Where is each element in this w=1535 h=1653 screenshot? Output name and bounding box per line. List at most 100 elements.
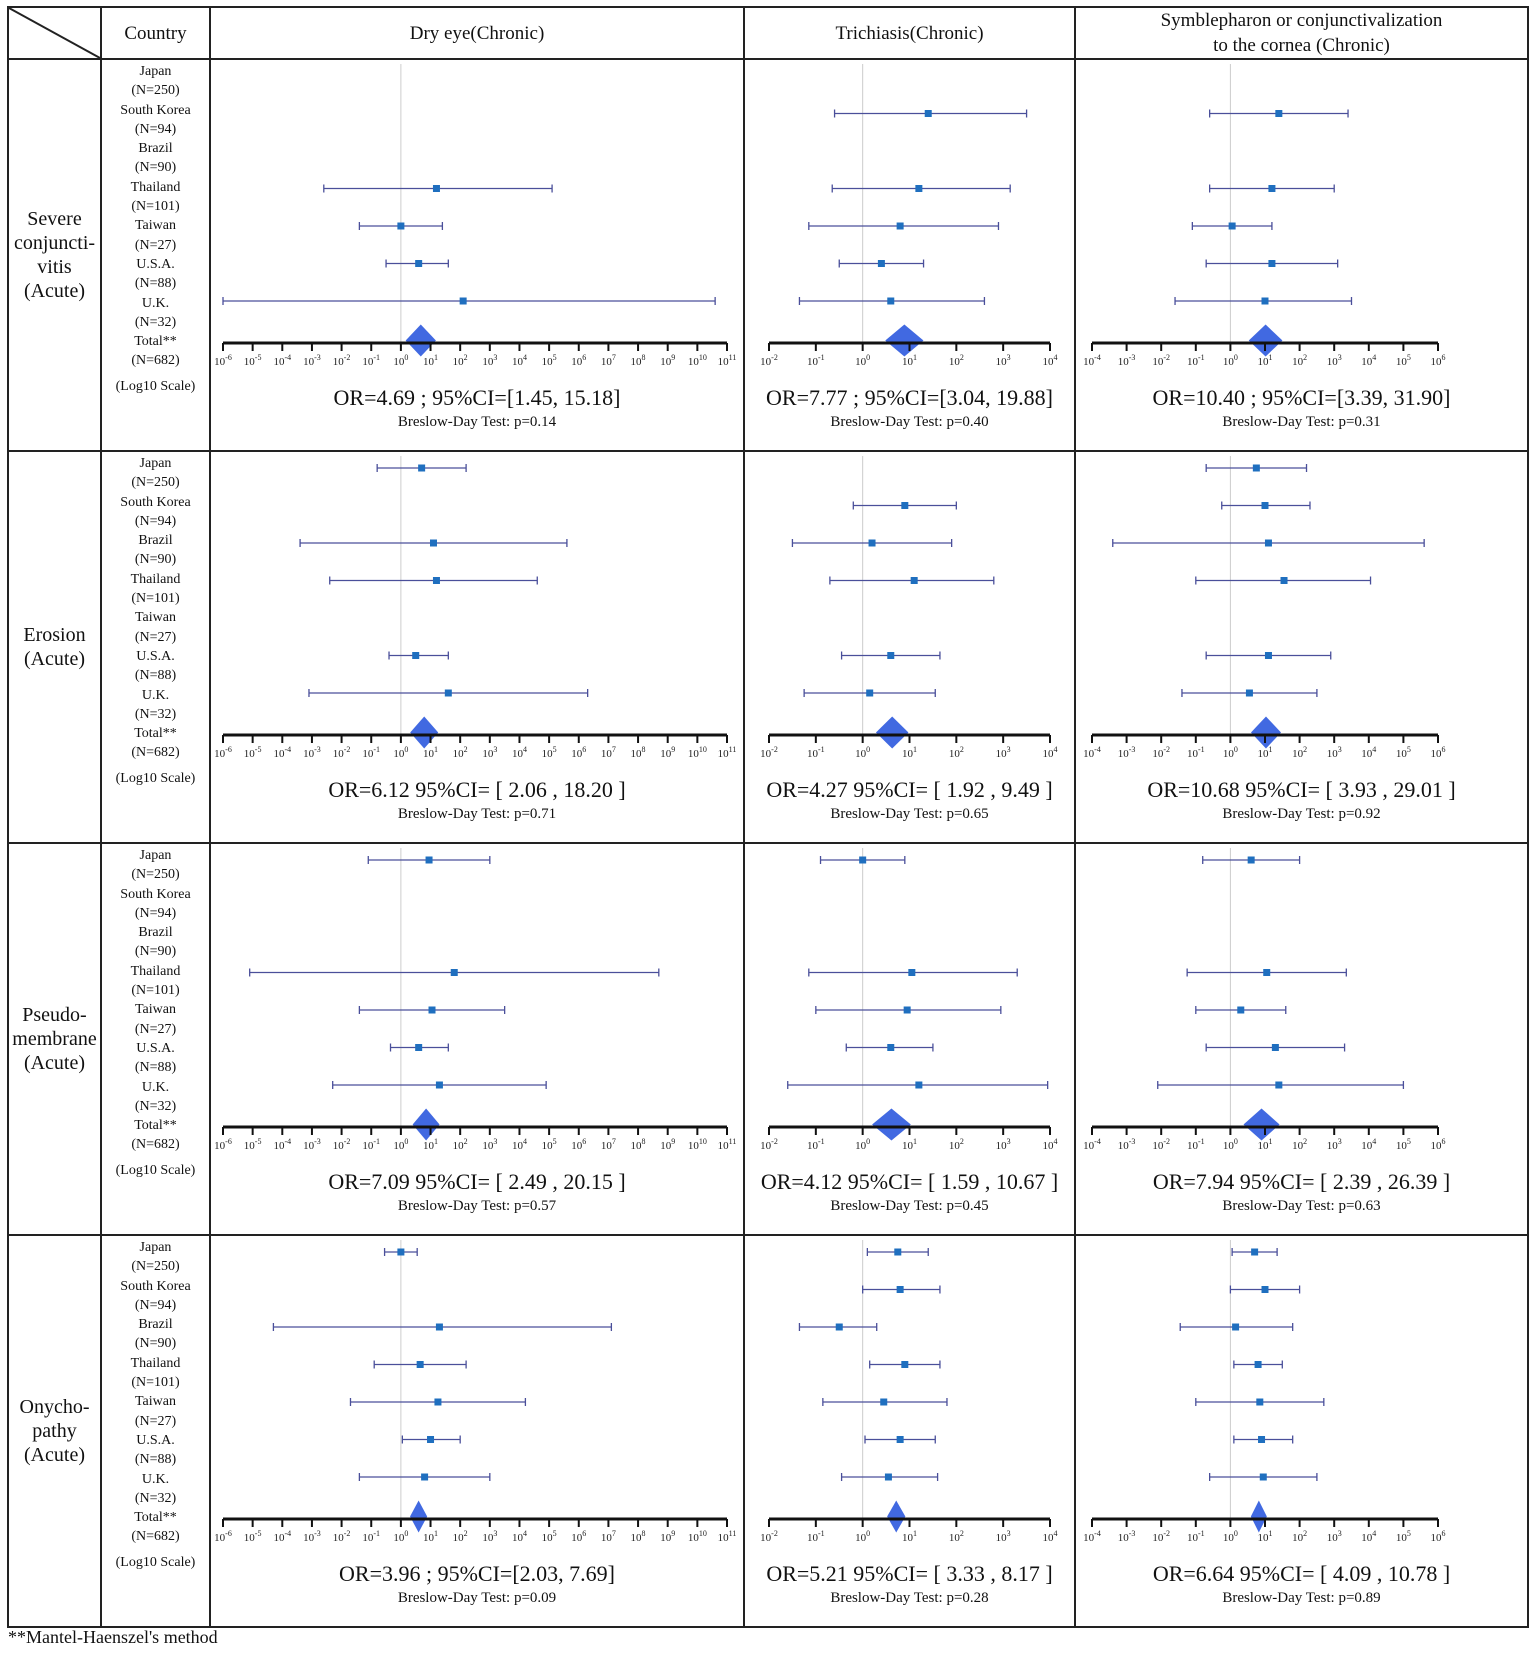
country-n: (N=682) <box>131 353 180 369</box>
forest-panel-symblepharon: 10-4 10-3 10-2 10-1 100 101 102 103 104 105 106 OR=… <box>1074 450 1529 844</box>
study-estimate <box>1205 651 1332 660</box>
point-estimate-marker <box>444 689 452 697</box>
country-name: Thailand <box>130 571 181 587</box>
country-n: (N=32) <box>134 314 177 330</box>
point-estimate-marker <box>434 1398 442 1406</box>
study-estimate <box>822 1398 948 1406</box>
point-estimate-marker <box>910 577 918 584</box>
forest-plot: 10-6 10-5 10-4 10-3 10-2 10-1 100 101 102 103 104 1… <box>214 456 736 760</box>
outcome-label-line: Erosion <box>23 624 86 646</box>
country-name: U.K. <box>141 687 170 703</box>
study-estimate <box>808 968 1018 977</box>
summary-stats: OR=4.12 95%CI= [ 1.59 , 10.67 ] Breslow-D… <box>745 844 1074 1234</box>
point-estimate-marker <box>1259 1473 1267 1481</box>
summary-stats: OR=7.94 95%CI= [ 2.39 , 26.39 ] Breslow-D… <box>1076 844 1527 1234</box>
point-estimate-marker <box>1268 185 1276 192</box>
study-estimate <box>358 222 444 230</box>
breslow-day-test: Breslow-Day Test: p=0.40 <box>830 414 989 430</box>
outcome-label-line: vitis <box>37 256 72 278</box>
point-estimate-marker <box>915 1081 923 1089</box>
country-n: (N=101) <box>131 199 180 215</box>
country-n: (N=88) <box>134 1452 177 1468</box>
pooled-estimate-diamond <box>872 1108 911 1141</box>
country-n: (N=250) <box>131 867 180 883</box>
country-name: Taiwan <box>134 218 176 234</box>
point-estimate-marker <box>1228 222 1236 230</box>
country-n: (N=94) <box>134 905 177 921</box>
study-estimate <box>845 1043 934 1052</box>
outcome-label-line: Pseudo- <box>22 1004 87 1026</box>
scale-label: (Log10 Scale) <box>115 1554 196 1570</box>
country-n: (N=250) <box>131 1259 180 1275</box>
outcome-label-line: membrane <box>12 1028 97 1050</box>
pooled-estimate-diamond <box>412 1108 440 1141</box>
study-estimate <box>852 501 957 510</box>
study-estimate <box>1112 539 1425 547</box>
study-estimate <box>367 856 491 864</box>
study-estimate <box>838 259 925 268</box>
country-list: Japan (N=250) South Korea (N=94) Brazil (N=90… <box>100 1234 211 1628</box>
country-name: South Korea <box>120 886 191 902</box>
forest-plot-grid: Country Dry eye(Chronic) Trichiasis(Chro… <box>7 6 1529 1628</box>
point-estimate-marker <box>1251 1248 1259 1256</box>
study-estimate <box>803 689 936 697</box>
corner-cell <box>7 6 102 60</box>
forest-panel-symblepharon: 10-4 10-3 10-2 10-1 100 101 102 103 104 105 106 OR=… <box>1074 842 1529 1236</box>
study-estimate <box>1195 1398 1325 1406</box>
outcome-label-line: Onycho- <box>19 1396 90 1418</box>
study-estimate <box>840 651 941 660</box>
country-n: (N=682) <box>131 1137 180 1153</box>
country-name: Taiwan <box>134 610 176 626</box>
study-estimate <box>272 1323 613 1331</box>
pooled-odds-ratio: OR=5.21 95%CI= [ 3.33 , 8.17 ] <box>766 1561 1053 1586</box>
country-n: (N=27) <box>134 237 177 253</box>
study-estimate <box>798 1323 878 1331</box>
country-name: U.K. <box>141 295 170 311</box>
pooled-odds-ratio: OR=7.77 ; 95%CI=[3.04, 19.88] <box>766 385 1053 410</box>
outcome-label-line: (Acute) <box>23 280 86 302</box>
country-n: (N=88) <box>134 668 177 684</box>
outcome-label-line: (Acute) <box>23 1444 86 1466</box>
study-estimate <box>798 297 986 305</box>
point-estimate-marker <box>432 185 440 192</box>
point-estimate-marker <box>835 1323 843 1331</box>
scale-label: (Log10 Scale) <box>115 1162 196 1178</box>
point-estimate-marker <box>1264 652 1272 659</box>
point-estimate-marker <box>901 1361 909 1368</box>
point-estimate-marker <box>901 502 909 509</box>
point-estimate-marker <box>435 1323 443 1331</box>
pooled-estimate-diamond <box>887 1500 906 1533</box>
study-estimate <box>829 576 995 585</box>
country-n: (N=27) <box>134 629 177 645</box>
country-name: Thailand <box>130 1355 181 1371</box>
breslow-day-test: Breslow-Day Test: p=0.89 <box>1222 1590 1381 1606</box>
forest-panel-dry-eye: 10-6 10-5 10-4 10-3 10-2 10-1 100 101 102 103 104 1… <box>209 1234 745 1628</box>
point-estimate-marker <box>1245 689 1253 697</box>
pooled-odds-ratio: OR=7.09 95%CI= [ 2.49 , 20.15 ] <box>328 1169 626 1194</box>
forest-panel-dry-eye: 10-6 10-5 10-4 10-3 10-2 10-1 100 101 102 103 104 1… <box>209 58 745 452</box>
summary-stats: OR=3.96 ; 95%CI=[2.03, 7.69] Breslow-Day … <box>211 1236 743 1626</box>
study-estimate <box>787 1081 1049 1089</box>
country-name: Total** <box>134 726 177 742</box>
point-estimate-marker <box>887 297 895 305</box>
country-n: (N=32) <box>134 1098 177 1114</box>
point-estimate-marker <box>887 1044 895 1051</box>
forest-plot: 10-6 10-5 10-4 10-3 10-2 10-1 100 101 102 103 104 1… <box>214 1240 736 1544</box>
forest-plot: 10-2 10-1 100 101 102 103 104 <box>760 64 1058 368</box>
study-estimate <box>1157 1081 1405 1089</box>
point-estimate-marker <box>896 222 904 230</box>
country-name: U.S.A. <box>136 648 175 664</box>
point-estimate-marker <box>1264 539 1272 547</box>
country-n: (N=32) <box>134 1490 177 1506</box>
forest-plot: 10-6 10-5 10-4 10-3 10-2 10-1 100 101 102 103 104 1… <box>214 64 736 368</box>
study-estimate <box>862 1285 941 1294</box>
point-estimate-marker <box>915 185 923 192</box>
point-estimate-marker <box>896 1286 904 1293</box>
outcome-label-line: Severe <box>27 208 82 230</box>
study-estimate <box>323 184 553 193</box>
point-estimate-marker <box>418 464 426 472</box>
country-list: Japan (N=250) South Korea (N=94) Brazil (N=90… <box>100 842 211 1236</box>
point-estimate-marker <box>1237 1006 1245 1014</box>
country-name: Japan <box>139 848 172 863</box>
summary-stats: OR=10.40 ; 95%CI=[3.39, 31.90] Breslow-Da… <box>1076 60 1527 450</box>
